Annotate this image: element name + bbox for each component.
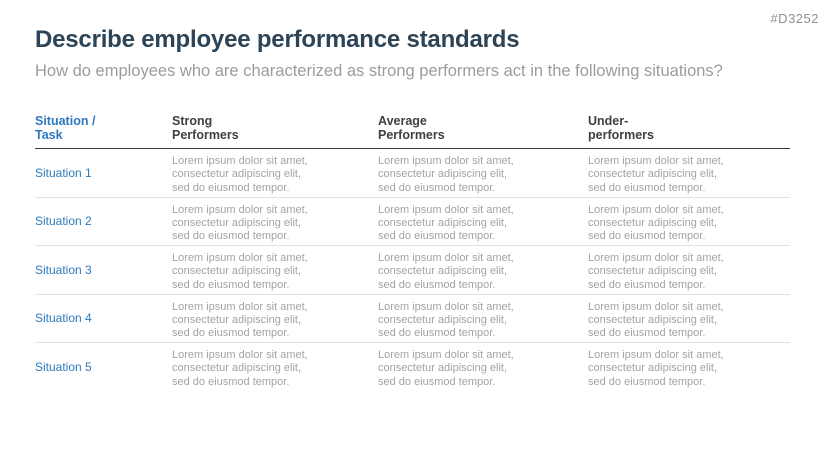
strong-performers-cell: Lorem ipsum dolor sit amet, consectetur …: [172, 300, 308, 340]
column-header-strong-performers: Strong Performers: [172, 114, 239, 142]
strong-performers-cell: Lorem ipsum dolor sit amet, consectetur …: [172, 252, 308, 291]
slide-id-tag: #D3252: [770, 11, 819, 26]
table-row: Situation 5 Lorem ipsum dolor sit amet, …: [35, 343, 790, 392]
situation-label: Situation 4: [35, 311, 92, 326]
situation-label: Situation 3: [35, 262, 92, 277]
column-header-situation-task: Situation / Task: [35, 114, 96, 142]
situation-label: Situation 2: [35, 214, 92, 229]
average-performers-cell: Lorem ipsum dolor sit amet, consectetur …: [378, 349, 514, 388]
strong-performers-cell: Lorem ipsum dolor sit amet, consectetur …: [172, 203, 308, 243]
average-performers-cell: Lorem ipsum dolor sit amet, consectetur …: [378, 252, 514, 291]
situation-label: Situation 1: [35, 165, 92, 180]
table-row: Situation 2 Lorem ipsum dolor sit amet, …: [35, 198, 790, 246]
under-performers-cell: Lorem ipsum dolor sit amet, consectetur …: [588, 300, 724, 340]
table-header-row: Situation / Task Strong Performers Avera…: [35, 114, 790, 149]
page-title: Describe employee performance standards: [35, 26, 520, 53]
performance-table: Situation / Task Strong Performers Avera…: [35, 114, 790, 392]
strong-performers-cell: Lorem ipsum dolor sit amet, consectetur …: [172, 349, 308, 388]
table-row: Situation 3 Lorem ipsum dolor sit amet, …: [35, 246, 790, 295]
under-performers-cell: Lorem ipsum dolor sit amet, consectetur …: [588, 252, 724, 291]
average-performers-cell: Lorem ipsum dolor sit amet, consectetur …: [378, 300, 514, 340]
column-header-average-performers: Average Performers: [378, 114, 445, 142]
average-performers-cell: Lorem ipsum dolor sit amet, consectetur …: [378, 203, 514, 243]
table-row: Situation 4 Lorem ipsum dolor sit amet, …: [35, 295, 790, 343]
page-subtitle: How do employees who are characterized a…: [35, 62, 723, 80]
situation-label: Situation 5: [35, 360, 92, 375]
average-performers-cell: Lorem ipsum dolor sit amet, consectetur …: [378, 155, 514, 194]
column-header-under-performers: Under- performers: [588, 114, 654, 142]
under-performers-cell: Lorem ipsum dolor sit amet, consectetur …: [588, 155, 724, 194]
under-performers-cell: Lorem ipsum dolor sit amet, consectetur …: [588, 203, 724, 243]
under-performers-cell: Lorem ipsum dolor sit amet, consectetur …: [588, 349, 724, 388]
strong-performers-cell: Lorem ipsum dolor sit amet, consectetur …: [172, 155, 308, 194]
table-row: Situation 1 Lorem ipsum dolor sit amet, …: [35, 149, 790, 198]
